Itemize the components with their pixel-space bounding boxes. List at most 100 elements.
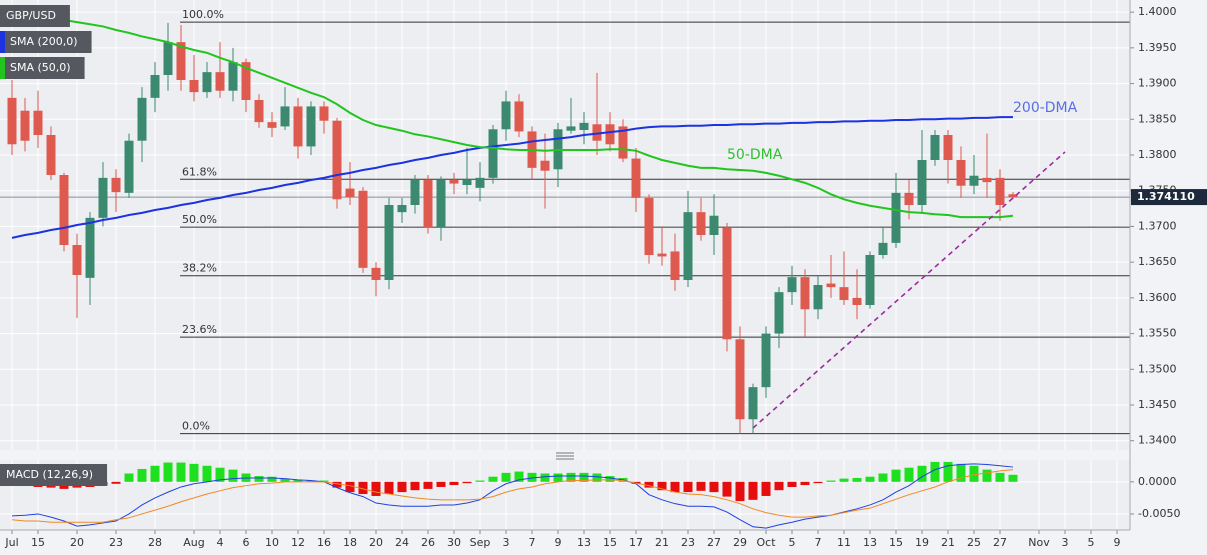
candle-body <box>241 62 251 100</box>
candle-body <box>644 197 654 255</box>
legend-swatch <box>0 31 5 53</box>
histogram-bar <box>644 481 654 488</box>
x-tick-label: 13 <box>863 536 877 549</box>
legend-label: MACD (12,26,9) <box>6 468 93 481</box>
moving-averages <box>11 6 1014 239</box>
histogram-bar <box>761 481 771 496</box>
candle-body <box>839 287 849 300</box>
candle-body <box>878 242 888 255</box>
x-tick-label: 15 <box>31 536 45 549</box>
candle-body <box>228 62 238 91</box>
histogram-bar <box>774 481 784 491</box>
histogram-bar <box>566 472 576 482</box>
candle-body <box>683 212 693 280</box>
histogram-bar <box>943 461 953 482</box>
x-tick-label: Aug <box>183 536 204 549</box>
histogram-bar <box>384 481 394 495</box>
x-tick-label: 7 <box>529 536 536 549</box>
candle-body <box>98 177 108 218</box>
candle-body <box>501 101 511 130</box>
y-tick-label: 1.3450 <box>1138 398 1177 411</box>
candle-body <box>176 42 186 80</box>
histogram-bar <box>280 478 290 482</box>
candle-body <box>462 180 472 185</box>
y-tick-label: 1.3650 <box>1138 255 1177 268</box>
y-tick-label: 1.4000 <box>1138 5 1177 18</box>
histogram-bar <box>111 481 121 484</box>
x-tick-label: 3 <box>503 536 510 549</box>
y-tick-label: 1.3850 <box>1138 112 1177 125</box>
candle-body <box>345 188 355 198</box>
candle-body <box>917 160 927 205</box>
main-plot-area <box>0 0 1130 450</box>
legend-label: SMA (200,0) <box>10 35 78 48</box>
histogram-bar <box>683 481 693 493</box>
x-tick-label: 9 <box>1114 536 1121 549</box>
candle-body <box>20 110 30 141</box>
x-tick-label: 15 <box>889 536 903 549</box>
candle-body <box>982 177 992 183</box>
histogram-bar <box>826 480 836 482</box>
x-tick-label: 15 <box>603 536 617 549</box>
histogram-bar <box>956 463 966 482</box>
candle-body <box>215 72 225 91</box>
candle-body <box>566 126 576 131</box>
x-tick-label: 27 <box>707 536 721 549</box>
histogram-bar <box>657 481 667 491</box>
candle-body <box>72 245 82 275</box>
x-tick-label: 20 <box>70 536 84 549</box>
histogram-bar <box>397 481 407 493</box>
candle-body <box>280 106 290 127</box>
histogram-bar <box>722 481 732 497</box>
candle-body <box>696 212 706 235</box>
histogram-bar <box>865 476 875 482</box>
candle-body <box>891 192 901 243</box>
x-tick-label: Nov <box>1028 536 1050 549</box>
histogram-bar <box>371 481 381 496</box>
histogram-bar <box>488 476 498 482</box>
histogram-bar <box>670 481 680 493</box>
histogram-bar <box>787 481 797 487</box>
histogram-bar <box>982 469 992 482</box>
histogram-bar <box>228 469 238 482</box>
histogram-bar <box>137 468 147 482</box>
x-tick-label: 25 <box>967 536 981 549</box>
candle-body <box>956 160 966 186</box>
x-tick-label: 30 <box>447 536 461 549</box>
fib-label: 38.2% <box>182 262 217 275</box>
histogram-bar <box>891 469 901 482</box>
last-price-box <box>1131 189 1207 206</box>
histogram-bar <box>475 480 485 482</box>
x-tick-label: Sep <box>470 536 491 549</box>
candle-body <box>33 110 43 135</box>
candle-body <box>319 106 329 121</box>
candle-body <box>904 192 914 205</box>
x-tick-label: 12 <box>291 536 305 549</box>
histogram-bar <box>904 467 914 482</box>
candle-body <box>59 175 69 245</box>
candle-body <box>670 251 680 280</box>
legend-box <box>0 5 70 27</box>
histogram-bar <box>163 462 173 482</box>
candle-body <box>514 101 524 132</box>
candle-body <box>800 277 810 310</box>
histogram-bar <box>514 471 524 482</box>
x-tick-label: 21 <box>941 536 955 549</box>
fib-label: 100.0% <box>182 8 224 21</box>
y-tick-label: 1.3950 <box>1138 41 1177 54</box>
histogram-bar <box>592 473 602 482</box>
x-tick-label: 16 <box>317 536 331 549</box>
legend-label: GBP/USD <box>6 9 56 22</box>
macd-line <box>11 463 1014 529</box>
histogram-bar <box>410 481 420 491</box>
x-tick-label: 7 <box>815 536 822 549</box>
x-tick-label: 9 <box>555 536 562 549</box>
histogram-bar <box>202 465 212 482</box>
histogram-bar <box>605 476 615 482</box>
histogram-bar <box>839 478 849 482</box>
candle-body <box>722 227 732 340</box>
x-tick-label: 5 <box>1088 536 1095 549</box>
candle-body <box>7 97 17 145</box>
histogram-bar <box>293 479 303 482</box>
